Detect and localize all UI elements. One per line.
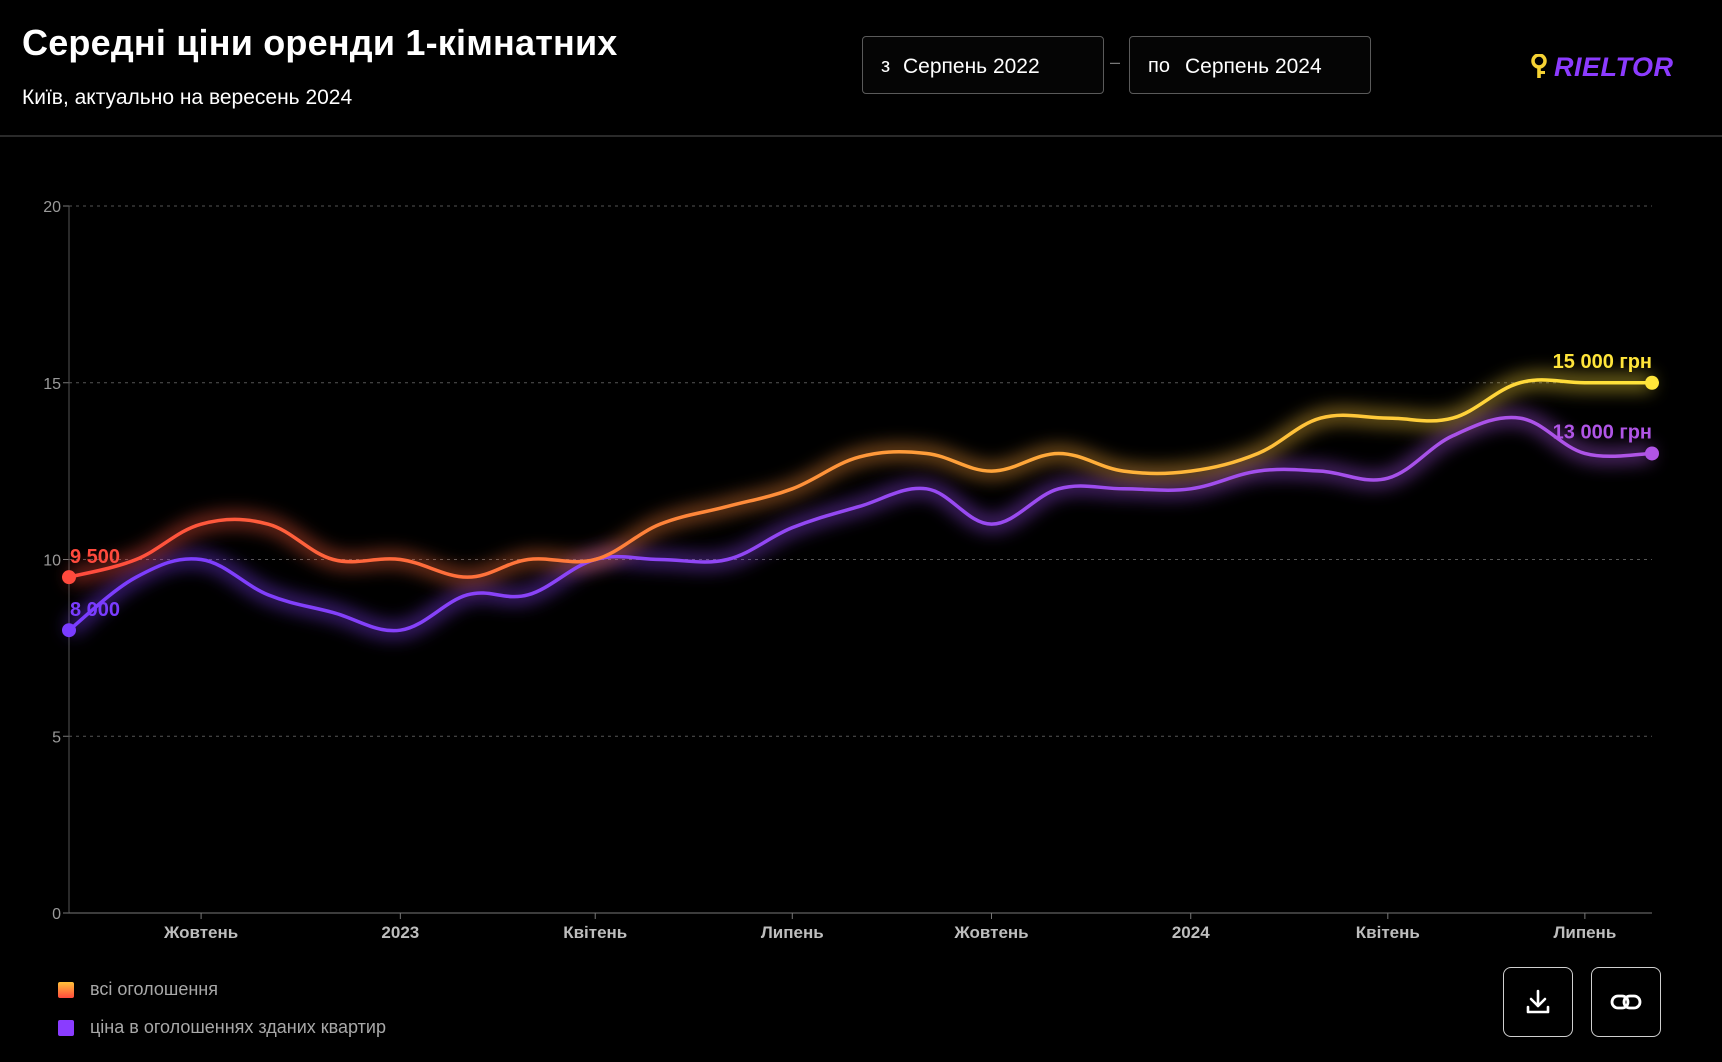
x-tick-label: 2023 [381,923,419,942]
line-chart: 0 5 10 15 20 Жовтень 2023 Квітень Липень Жовтень 2… [43,199,1659,942]
series-end-label-rented-listings: 13 000 грн [1553,421,1652,443]
date-separator: – [1110,52,1121,72]
page-title: Середні ціни оренди 1-кімнатних [22,22,618,63]
date-to-prefix: по [1148,55,1170,77]
legend-item-rented-listings[interactable]: ціна в оголошеннях зданих квартир [58,1017,386,1038]
legend-label: всі оголошення [90,979,218,999]
key-icon [1531,54,1547,78]
legend-swatch [58,1019,74,1036]
legend-swatch [58,981,74,998]
series-glow-rented-listings [64,410,1653,638]
series-start-label-all-listings: 9 500 [70,546,120,568]
y-tick-label: 20 [43,199,61,216]
date-from-prefix: з [881,55,891,77]
header-divider [0,135,1722,137]
series-start-point-rented-listings [62,623,76,638]
date-from-value: Серпень 2022 [903,55,1040,78]
series-lines [62,375,1659,638]
copy-link-button[interactable] [1591,967,1661,1037]
series-end-point-rented-listings [1645,446,1659,461]
series-end-label-all-listings: 15 000 грн [1553,351,1652,373]
series-line-rented-listings [67,415,1654,633]
x-tick-label: Квітень [563,923,627,942]
data-labels: 9 500 15 000 грн 8 000 13 000 грн [70,351,1652,621]
y-tick-label: 15 [43,376,61,393]
axes: 0 5 10 15 20 Жовтень 2023 Квітень Липень Жовтень 2… [43,199,1652,942]
x-tick-label: Липень [1553,923,1616,942]
chart-panel: 0 5 10 15 20 Жовтень 2023 Квітень Липень Жовтень 2… [0,137,1722,1062]
x-tick-label: Квітень [1356,923,1420,942]
series-start-point-all-listings [62,570,76,585]
date-to-value: Серпень 2024 [1185,55,1322,78]
date-from-select[interactable]: з Серпень 2022 [862,36,1104,94]
date-to-select[interactable]: по Серпень 2024 [1129,36,1371,94]
series-end-point-all-listings [1645,375,1659,390]
x-tick-label: Липень [761,923,824,942]
x-tick-label: 2024 [1172,923,1210,942]
link-icon [1610,994,1642,1010]
download-icon [1526,989,1550,1014]
logo-text: RIELTOR [1554,51,1674,82]
y-tick-label: 5 [52,729,61,746]
rieltor-logo[interactable]: RIELTOR [1530,52,1674,82]
x-tick-label: Жовтень [953,923,1028,942]
series-start-label-rented-listings: 8 000 [70,599,120,621]
y-tick-label: 10 [43,553,61,570]
grid-lines [69,205,1652,737]
x-tick-label: Жовтень [163,923,238,942]
y-tick-label: 0 [52,906,61,923]
download-button[interactable] [1503,967,1573,1037]
series-line-all-listings [67,378,1654,579]
legend-item-all-listings[interactable]: всі оголошення [58,979,218,1000]
page-subtitle: Київ, актуально на вересень 2024 [22,86,353,109]
header: Середні ціни оренди 1-кімнатних Київ, ак… [0,0,1722,136]
legend-label: ціна в оголошеннях зданих квартир [90,1017,386,1037]
